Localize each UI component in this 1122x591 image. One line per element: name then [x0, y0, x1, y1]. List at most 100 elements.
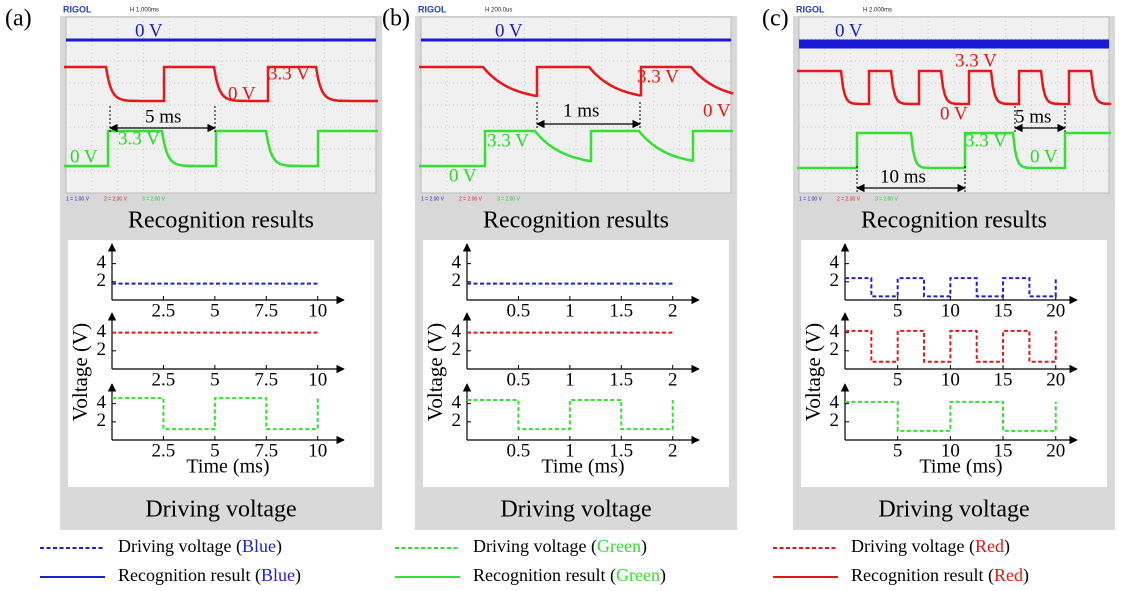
y-tick-label: 4 — [97, 392, 107, 413]
scope-channel: 3 = 2.00 V — [875, 196, 899, 202]
x-tick-label: 7.5 — [254, 440, 278, 461]
x-tick-label: 5 — [210, 440, 220, 461]
legend-text: Recognition result ( — [851, 565, 994, 586]
scope-header — [793, 4, 1115, 16]
x-tick-label: 2.5 — [152, 369, 176, 390]
legend-label: Driving voltage (Red) — [851, 536, 1010, 557]
legend-text: ) — [276, 536, 282, 557]
x-tick-label: 0.5 — [507, 300, 531, 321]
x-tick-label: 7.5 — [254, 369, 278, 390]
x-axis-label: Time (ms) — [919, 456, 1002, 478]
legend-text: Recognition result ( — [118, 565, 261, 586]
x-tick-label: 5 — [893, 300, 903, 321]
legend-text: Driving voltage ( — [473, 536, 597, 557]
x-tick-label: 1.5 — [609, 440, 633, 461]
x-tick-label: 10 — [941, 440, 960, 461]
x-tick-label: 0.5 — [507, 369, 531, 390]
scope-channel: 1 = 1.00 V — [66, 196, 90, 202]
x-tick-label: 2.5 — [152, 300, 176, 321]
x-tick-label: 2 — [668, 369, 678, 390]
y-tick-label: 4 — [830, 392, 840, 413]
scope-channel: 1 = 2.00 V — [421, 196, 445, 202]
x-tick-label: 1 — [565, 300, 575, 321]
oscilloscope-screen: RIGOLH 2.000ms1 = 1.00 V2 = 2.00 V3 = 2.… — [793, 4, 1115, 206]
scope-channel: 3 = 2.00 V — [142, 196, 166, 202]
driving-title: Driving voltage — [878, 497, 1029, 523]
x-tick-label: 1.5 — [609, 300, 633, 321]
x-tick-label: 0.5 — [507, 440, 531, 461]
scope-annotation: 1 ms — [563, 100, 599, 121]
scope-annotation: 0 V — [70, 146, 98, 167]
scope-annotation: 3.3 V — [268, 63, 310, 84]
scope-annotation: 3.3 V — [487, 130, 529, 151]
scope-annotation: 3.3 V — [118, 128, 160, 149]
scope-brand: RIGOL — [418, 4, 447, 14]
figure: (a)RIGOLH 1.000ms1 = 1.00 V2 = 2.00 V3 =… — [0, 0, 1122, 591]
recognition-title: Recognition results — [128, 208, 314, 234]
x-tick-label: 10 — [308, 440, 327, 461]
legend-text: Blue — [261, 565, 295, 585]
chart-box — [423, 240, 729, 487]
scope-annotation: 0 V — [495, 20, 523, 41]
legend-label: Recognition result (Blue) — [118, 565, 301, 586]
y-tick-label: 2 — [97, 270, 107, 291]
y-axis-label: Voltage (V) — [801, 323, 825, 421]
scope-annotation: 5 ms — [1015, 106, 1051, 127]
x-tick-label: 5 — [893, 369, 903, 390]
y-tick-label: 4 — [97, 321, 107, 342]
scope-annotation: 0 V — [940, 103, 968, 124]
panel: RIGOLH 200.0us1 = 2.00 V2 = 2.00 V3 = 2.… — [395, 4, 737, 586]
driving-title: Driving voltage — [500, 497, 651, 523]
scope-annotation: 5 ms — [145, 106, 181, 127]
x-tick-label: 2.5 — [152, 440, 176, 461]
x-tick-label: 1 — [565, 440, 575, 461]
legend-text: Green — [597, 536, 641, 556]
x-tick-label: 20 — [1046, 369, 1065, 390]
recognition-title: Recognition results — [483, 208, 669, 234]
legend-text: ) — [660, 565, 666, 586]
legend-text: ) — [1004, 536, 1010, 557]
y-tick-label: 2 — [452, 339, 462, 360]
scope-annotation: 0 V — [835, 20, 863, 41]
x-tick-label: 2 — [668, 440, 678, 461]
y-tick-label: 4 — [452, 392, 462, 413]
y-tick-label: 4 — [830, 321, 840, 342]
x-tick-label: 5 — [893, 440, 903, 461]
y-tick-label: 4 — [830, 252, 840, 273]
x-tick-label: 15 — [994, 300, 1013, 321]
x-tick-label: 15 — [994, 369, 1013, 390]
y-tick-label: 2 — [830, 339, 840, 360]
y-tick-label: 4 — [97, 252, 107, 273]
scope-annotation: 0 V — [703, 100, 731, 121]
legend-label: Driving voltage (Green) — [473, 536, 647, 557]
recognition-title: Recognition results — [861, 208, 1047, 234]
x-tick-label: 2 — [668, 300, 678, 321]
legend-text: Red — [975, 536, 1004, 556]
driving-title: Driving voltage — [145, 497, 296, 523]
panel-label: (b) — [382, 6, 410, 32]
x-tick-label: 10 — [941, 369, 960, 390]
y-tick-label: 2 — [830, 410, 840, 431]
scope-channel: 2 = 2.00 V — [837, 196, 861, 202]
scope-annotation: 0 V — [1030, 146, 1058, 167]
x-tick-label: 5 — [210, 369, 220, 390]
y-axis-label: Voltage (V) — [68, 323, 92, 421]
legend-text: ) — [1023, 565, 1029, 586]
legend-text: Driving voltage ( — [118, 536, 242, 557]
x-tick-label: 5 — [210, 300, 220, 321]
x-tick-label: 15 — [994, 440, 1013, 461]
scope-timebase: H 1.000ms — [130, 8, 159, 14]
x-tick-label: 1 — [565, 369, 575, 390]
scope-annotation: 0 V — [228, 83, 256, 104]
y-tick-label: 2 — [452, 410, 462, 431]
y-tick-label: 2 — [97, 410, 107, 431]
x-tick-label: 10 — [941, 300, 960, 321]
y-tick-label: 2 — [830, 270, 840, 291]
scope-brand: RIGOL — [796, 4, 825, 14]
page: (a)RIGOLH 1.000ms1 = 1.00 V2 = 2.00 V3 =… — [0, 0, 1122, 591]
y-tick-label: 2 — [97, 339, 107, 360]
y-tick-label: 2 — [452, 270, 462, 291]
